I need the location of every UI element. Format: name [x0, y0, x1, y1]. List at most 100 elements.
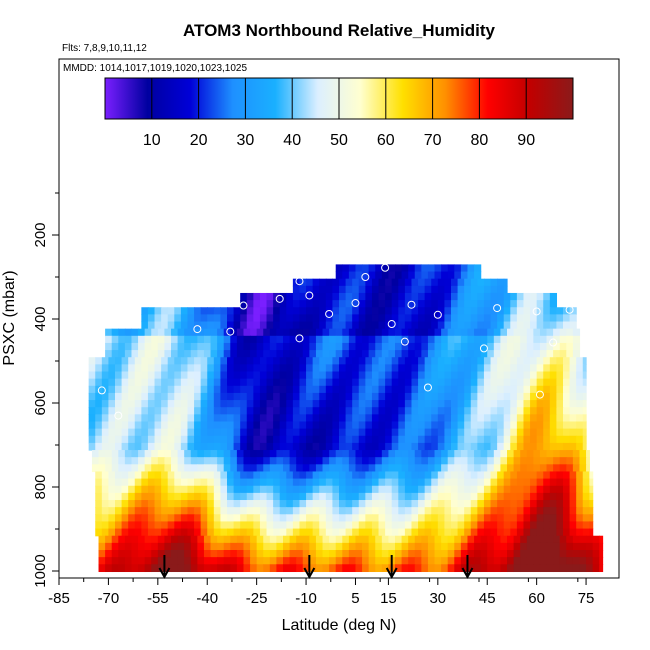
heatmap-cell	[441, 457, 449, 465]
heatmap-cell	[279, 478, 287, 487]
heatmap-cell	[516, 307, 525, 315]
heatmap-cell	[421, 564, 429, 573]
heatmap-cell	[490, 385, 498, 394]
heatmap-cell	[418, 357, 426, 365]
heatmap-cell	[253, 442, 261, 451]
heatmap-cell	[266, 314, 274, 323]
profile-arrow-head	[158, 567, 171, 580]
heatmap-cell	[530, 414, 538, 423]
heatmap-cell	[319, 400, 327, 408]
heatmap-cell	[490, 478, 498, 487]
heatmap-cell	[368, 464, 376, 473]
heatmap-cell	[507, 350, 515, 358]
heatmap-cell	[141, 364, 149, 373]
heatmap-cell	[457, 300, 465, 308]
heatmap-cell	[325, 521, 334, 530]
heatmap-cell	[345, 514, 353, 523]
heatmap-cell	[339, 421, 347, 430]
heatmap-cell	[138, 550, 146, 558]
heatmap-cell	[424, 478, 432, 487]
heatmap-cell	[497, 421, 505, 430]
heatmap-cell	[375, 342, 383, 351]
heatmap-cell	[576, 357, 584, 365]
heatmap-cell	[569, 407, 577, 415]
heatmap-cell	[329, 542, 337, 551]
heatmap-cell	[207, 435, 215, 444]
heatmap-cell	[157, 350, 166, 358]
heatmap-cell	[411, 492, 419, 501]
heatmap-cell	[536, 514, 544, 523]
heatmap-cell	[523, 471, 531, 480]
heatmap-cell	[483, 385, 492, 394]
heatmap-cell	[230, 457, 238, 465]
heatmap-cell	[312, 300, 320, 308]
heatmap-cell	[194, 371, 202, 380]
heatmap-cell	[576, 514, 584, 523]
heatmap-cell	[246, 357, 254, 365]
heatmap-cell	[296, 464, 304, 473]
heatmap-cell	[319, 421, 327, 430]
heatmap-cell	[194, 414, 202, 423]
heatmap-cell	[256, 450, 264, 458]
heatmap-cell	[339, 407, 347, 415]
heatmap-cell	[345, 407, 353, 415]
heatmap-cell	[200, 500, 208, 508]
heatmap-cell	[200, 400, 208, 408]
heatmap-cell	[332, 371, 340, 380]
heatmap-cell	[582, 500, 590, 508]
heatmap-cell	[513, 457, 521, 465]
heatmap-cell	[470, 400, 478, 408]
heatmap-cell	[312, 357, 320, 365]
heatmap-cell	[108, 407, 116, 415]
heatmap-cell	[138, 464, 146, 473]
heatmap-cell	[108, 385, 116, 394]
heatmap-cell	[263, 328, 271, 337]
heatmap-cell	[431, 500, 439, 508]
heatmap-cell	[441, 550, 449, 558]
heatmap-cell	[250, 450, 258, 458]
x-tick-label: -25	[246, 590, 268, 607]
heatmap-cell	[503, 421, 511, 430]
heatmap-cell	[355, 350, 363, 358]
heatmap-cell	[464, 514, 472, 523]
heatmap-cell	[269, 542, 278, 551]
heatmap-cell	[395, 464, 403, 473]
heatmap-cell	[292, 321, 301, 330]
heatmap-cell	[444, 292, 452, 301]
heatmap-cell	[404, 521, 413, 530]
heatmap-cell	[474, 535, 482, 544]
heatmap-cell	[220, 514, 228, 523]
heatmap-cell	[213, 400, 222, 408]
heatmap-cell	[404, 428, 413, 437]
heatmap-cell	[95, 371, 103, 380]
heatmap-cell	[121, 378, 129, 387]
heatmap-cell	[513, 564, 521, 573]
heatmap-cell	[464, 485, 472, 494]
heatmap-cell	[283, 464, 291, 473]
heatmap-cell	[470, 421, 478, 430]
heatmap-cell	[556, 414, 564, 423]
heatmap-cell	[398, 442, 406, 451]
heatmap-cell	[167, 514, 175, 523]
heatmap-cell	[371, 378, 380, 387]
heatmap-cell	[566, 542, 574, 551]
heatmap-cell	[530, 435, 538, 444]
heatmap-cell	[404, 421, 413, 430]
heatmap-cell	[523, 442, 531, 451]
heatmap-cell	[115, 485, 123, 494]
heatmap-cell	[576, 478, 584, 487]
heatmap-cell	[342, 342, 350, 351]
heatmap-cell	[385, 442, 393, 451]
heatmap-cell	[190, 542, 198, 551]
heatmap-cell	[335, 550, 343, 558]
heatmap-cell	[427, 335, 436, 344]
heatmap-cell	[457, 314, 465, 323]
heatmap-cell	[530, 492, 538, 501]
heatmap-cell	[134, 378, 142, 387]
heatmap-cell	[108, 485, 116, 494]
heatmap-cell	[418, 442, 426, 451]
heatmap-cell	[352, 428, 360, 437]
heatmap-cell	[121, 485, 129, 494]
heatmap-cell	[259, 371, 268, 380]
heatmap-cell	[460, 535, 469, 544]
